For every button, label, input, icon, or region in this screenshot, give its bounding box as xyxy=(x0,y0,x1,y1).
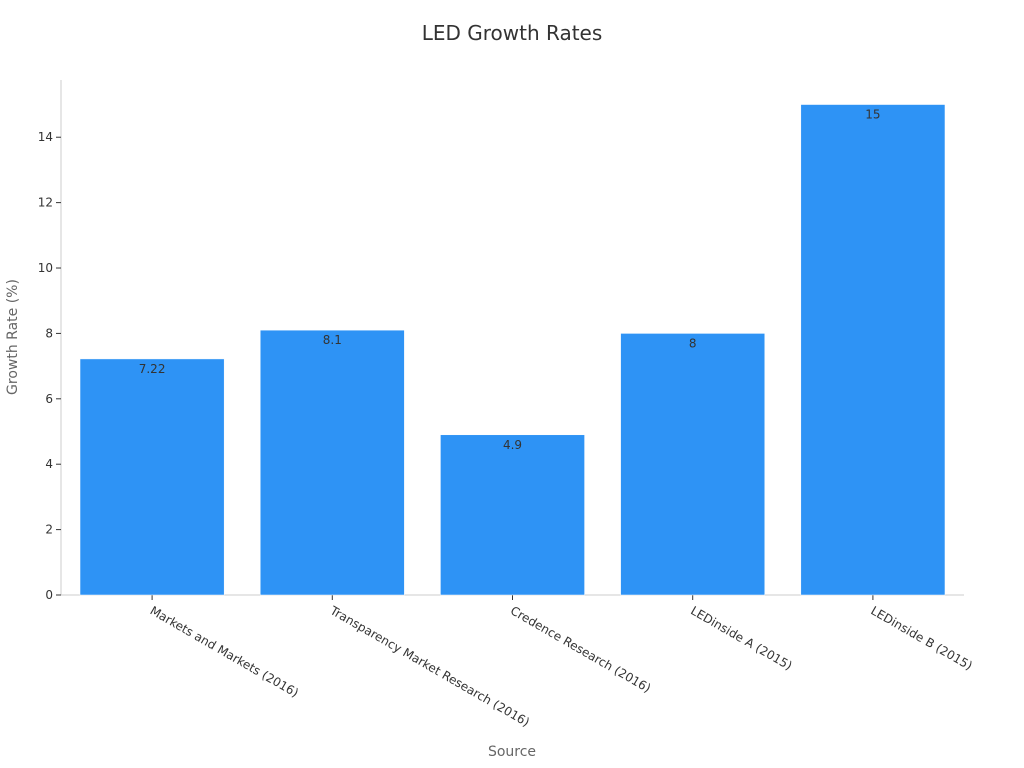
x-tick-label: Markets and Markets (2016) xyxy=(148,603,301,700)
y-tick-label: 10 xyxy=(38,261,53,275)
x-tick-label: LEDinside B (2015) xyxy=(868,603,974,673)
data-label: 4.9 xyxy=(503,438,522,452)
y-tick-label: 14 xyxy=(38,130,53,144)
bar xyxy=(620,333,766,596)
x-tick-label: Credence Research (2016) xyxy=(508,603,653,695)
bars xyxy=(79,104,946,596)
x-tick-label: LEDinside A (2015) xyxy=(688,603,794,673)
y-tick-label: 4 xyxy=(45,457,53,471)
y-tick-label: 6 xyxy=(45,392,53,406)
bar xyxy=(800,104,946,596)
data-label: 8.1 xyxy=(323,333,342,347)
y-axis: 0 2 4 6 8 10 12 14 xyxy=(38,80,62,602)
data-label: 7.22 xyxy=(139,362,166,376)
bar xyxy=(259,329,405,596)
bar xyxy=(440,434,585,596)
data-label: 15 xyxy=(865,108,880,122)
y-axis-title: Growth Rate (%) xyxy=(5,279,21,395)
chart-title: LED Growth Rates xyxy=(422,21,603,45)
bar xyxy=(79,358,225,596)
data-label: 8 xyxy=(689,336,697,350)
x-axis: Markets and Markets (2016) Transparency M… xyxy=(61,594,975,729)
y-tick-label: 8 xyxy=(45,326,53,340)
y-tick-label: 12 xyxy=(38,196,53,210)
x-tick-label: Transparency Market Research (2016) xyxy=(327,603,532,729)
x-axis-title: Source xyxy=(488,744,536,760)
y-tick-label: 2 xyxy=(45,523,53,537)
data-labels: 7.22 8.1 4.9 8 15 xyxy=(139,108,881,452)
y-tick-label: 0 xyxy=(45,588,53,602)
